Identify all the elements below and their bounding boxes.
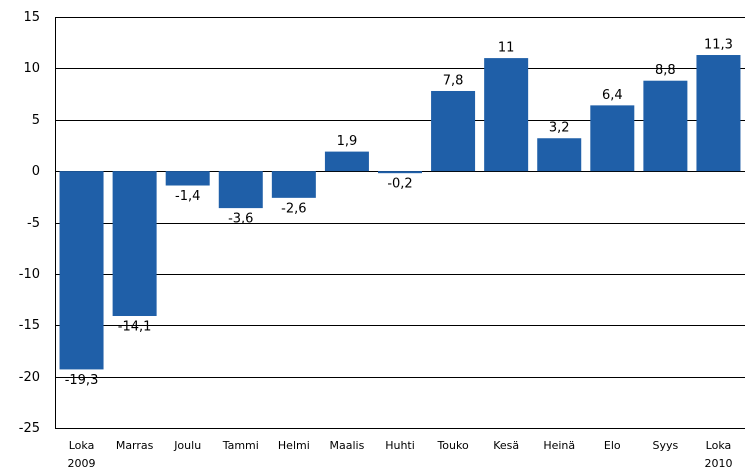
x-tick-sublabel: 2010 (704, 457, 732, 470)
bar (484, 58, 529, 172)
bar (431, 90, 476, 172)
x-tick-label: Huhti (385, 439, 415, 452)
x-tick-label: Joulu (173, 439, 201, 452)
y-tick-label: -10 (19, 267, 40, 282)
bar (537, 138, 582, 172)
value-label: -3,6 (228, 212, 253, 227)
value-label: 1,9 (337, 134, 358, 149)
bar (112, 171, 157, 317)
value-label: 7,8 (443, 73, 464, 88)
x-tick-label: Maalis (330, 439, 365, 452)
y-tick-label: -5 (27, 216, 40, 231)
bar (378, 171, 422, 174)
value-label: 3,2 (549, 121, 570, 136)
x-tick-label: Heinä (543, 439, 575, 452)
y-tick-label: -25 (19, 421, 40, 436)
value-label: -1,4 (175, 189, 200, 204)
x-tick-label: Helmi (278, 439, 310, 452)
value-label: -0,2 (387, 177, 412, 192)
x-tick-label: Marras (116, 439, 154, 452)
x-tick-label: Touko (436, 439, 469, 452)
bar (324, 151, 369, 172)
bar (59, 171, 104, 370)
x-tick-label: Kesä (493, 439, 519, 452)
x-tick-label: Loka (69, 439, 95, 452)
value-label: 11 (498, 41, 515, 56)
y-tick-label: -20 (19, 370, 40, 385)
y-tick-label: 15 (23, 10, 40, 25)
value-label: 6,4 (602, 88, 623, 103)
y-tick-label: 5 (32, 113, 40, 128)
bar (696, 55, 741, 172)
value-label: 11,3 (704, 38, 733, 53)
bar (165, 171, 210, 186)
bar (590, 105, 635, 172)
x-tick-label: Loka (706, 439, 732, 452)
x-tick-label: Syys (653, 439, 679, 452)
y-tick-label: 10 (23, 61, 40, 76)
y-tick-label: 0 (32, 164, 40, 179)
bar (271, 171, 316, 198)
bar (643, 80, 688, 172)
value-label: -2,6 (281, 201, 306, 216)
value-label: -19,3 (65, 373, 99, 388)
x-tick-label: Tammi (222, 439, 259, 452)
x-tick-sublabel: 2009 (68, 457, 96, 470)
bar (218, 171, 263, 209)
value-label: -14,1 (118, 320, 152, 335)
y-tick-label: -15 (19, 318, 40, 333)
x-tick-label: Elo (604, 439, 621, 452)
value-label: 8,8 (655, 63, 676, 78)
